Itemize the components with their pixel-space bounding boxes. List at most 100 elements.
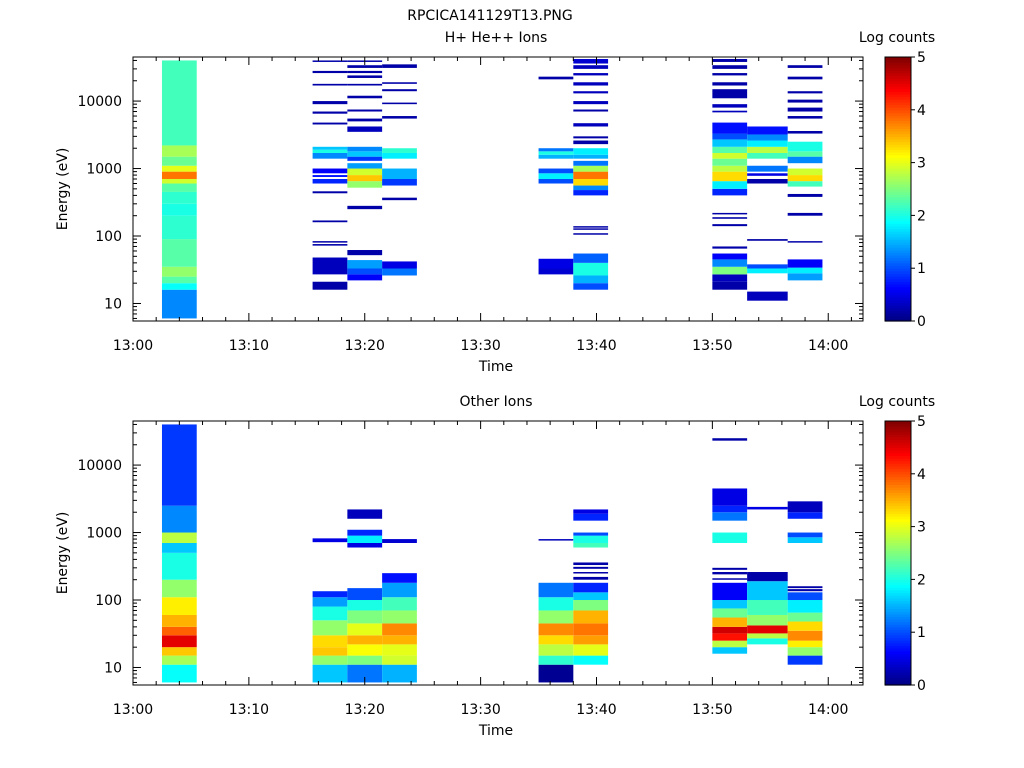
colorbar-segment [885,671,911,676]
colorbar-segment [885,210,911,214]
spectrogram-cell [573,644,609,656]
colorbar-segment [885,526,911,530]
spectrogram-cell [712,488,748,506]
colorbar-segment [885,189,911,193]
y-axis-label: Energy (eV) [55,512,71,595]
spectrogram-cell [712,104,748,108]
colorbar-segment [885,471,911,475]
spectrogram-cell [712,274,748,282]
spectrogram-cell [787,512,823,519]
colorbar-segment [885,223,911,227]
spectrogram-cell [347,529,383,536]
spectrogram-cell [787,589,823,592]
spectrogram-cell [712,181,748,189]
colorbar-segment [885,663,911,668]
spectrogram-cell [573,576,609,580]
colorbar-segment [885,241,911,246]
colorbar-segment [885,468,911,472]
colorbar-segment [885,463,911,467]
colorbar-segment [885,576,911,580]
spectrogram-cell [538,655,574,665]
colorbar-segment [885,204,911,209]
colorbar-segment [885,228,911,232]
spectrogram-cell [747,165,788,172]
colorbar-segment [885,225,911,230]
spectrogram-cell [347,274,383,281]
spectrogram-cell [787,640,823,648]
colorbar-segment [885,518,911,522]
spectrogram-cell [747,614,788,626]
colorbar-segment [885,574,911,578]
spectrogram-cell [161,542,197,553]
spectrogram-cell [161,635,197,648]
spectrogram-cell [382,168,417,179]
colorbar-segment [885,648,911,652]
x-tick-label: 13:00 [113,338,153,354]
y-tick-label: 10000 [77,94,122,110]
spectrogram-cell [347,600,383,611]
colorbar-tick-label: 5 [917,414,926,430]
colorbar-segment [885,568,911,573]
spectrogram-cell [787,621,823,631]
y-tick-label: 10 [104,296,122,312]
colorbar-tick-label: 4 [917,103,926,119]
spectrogram-cell [787,501,823,513]
spectrogram-cell [347,70,383,74]
spectrogram-cell [382,261,417,269]
spectrogram-cell [573,253,609,263]
spectrogram-cell [161,579,197,598]
spectrogram-cell [312,647,348,656]
spectrogram-cell [787,586,823,589]
spectrogram-cell [712,532,748,543]
spectrogram-cell [382,197,417,201]
y-tick-label: 10000 [77,458,122,474]
spectrogram-cell [712,578,748,580]
colorbar-segment [885,59,911,63]
colorbar-segment [885,270,911,275]
spectrogram-cell [573,178,609,186]
spectrogram-cell [347,75,383,78]
colorbar-segment [885,75,911,79]
spectrogram-cell [161,289,197,319]
spectrogram-cell [312,220,348,223]
colorbar-segment [885,423,911,427]
colorbar-segment [885,186,911,190]
spectrogram-cell [347,623,383,636]
colorbar-segment [885,508,911,512]
spectrogram-cell [382,116,417,119]
spectrogram-cell [347,175,383,182]
colorbar-segment [885,621,911,625]
spectrogram-cell [312,655,348,665]
colorbar-segment [885,626,911,631]
colorbar-segment [885,619,911,623]
spectrogram-cell [312,620,348,636]
spectrogram-cell [161,171,197,179]
colorbar-segment [885,252,911,256]
colorbar-segment [885,86,911,90]
colorbar-segment [885,196,911,201]
colorbar-segment [885,278,911,282]
spectrogram-cell [538,644,574,656]
colorbar-segment [885,152,911,156]
colorbar-segment [885,608,911,612]
spectrogram-cell [161,145,197,157]
colorbar-segment [885,553,911,557]
spectrogram-cell [573,635,609,645]
colorbar-segment [885,268,911,272]
spectrogram-cell [712,165,748,172]
colorbar-segment [885,421,911,425]
spectrogram-cell [787,76,823,80]
colorbar-segment [885,484,911,488]
colorbar-segment [885,144,911,148]
colorbar-segment [885,452,911,456]
spectrogram-cell [312,146,348,150]
spectrogram-cell [573,65,609,69]
colorbar-segment [885,212,911,216]
spectrogram-cell [312,281,348,290]
spectrogram-cell [787,537,823,543]
spectrogram-cell [712,438,748,441]
x-tick-label: 13:10 [229,702,269,718]
colorbar-segment [885,566,911,570]
